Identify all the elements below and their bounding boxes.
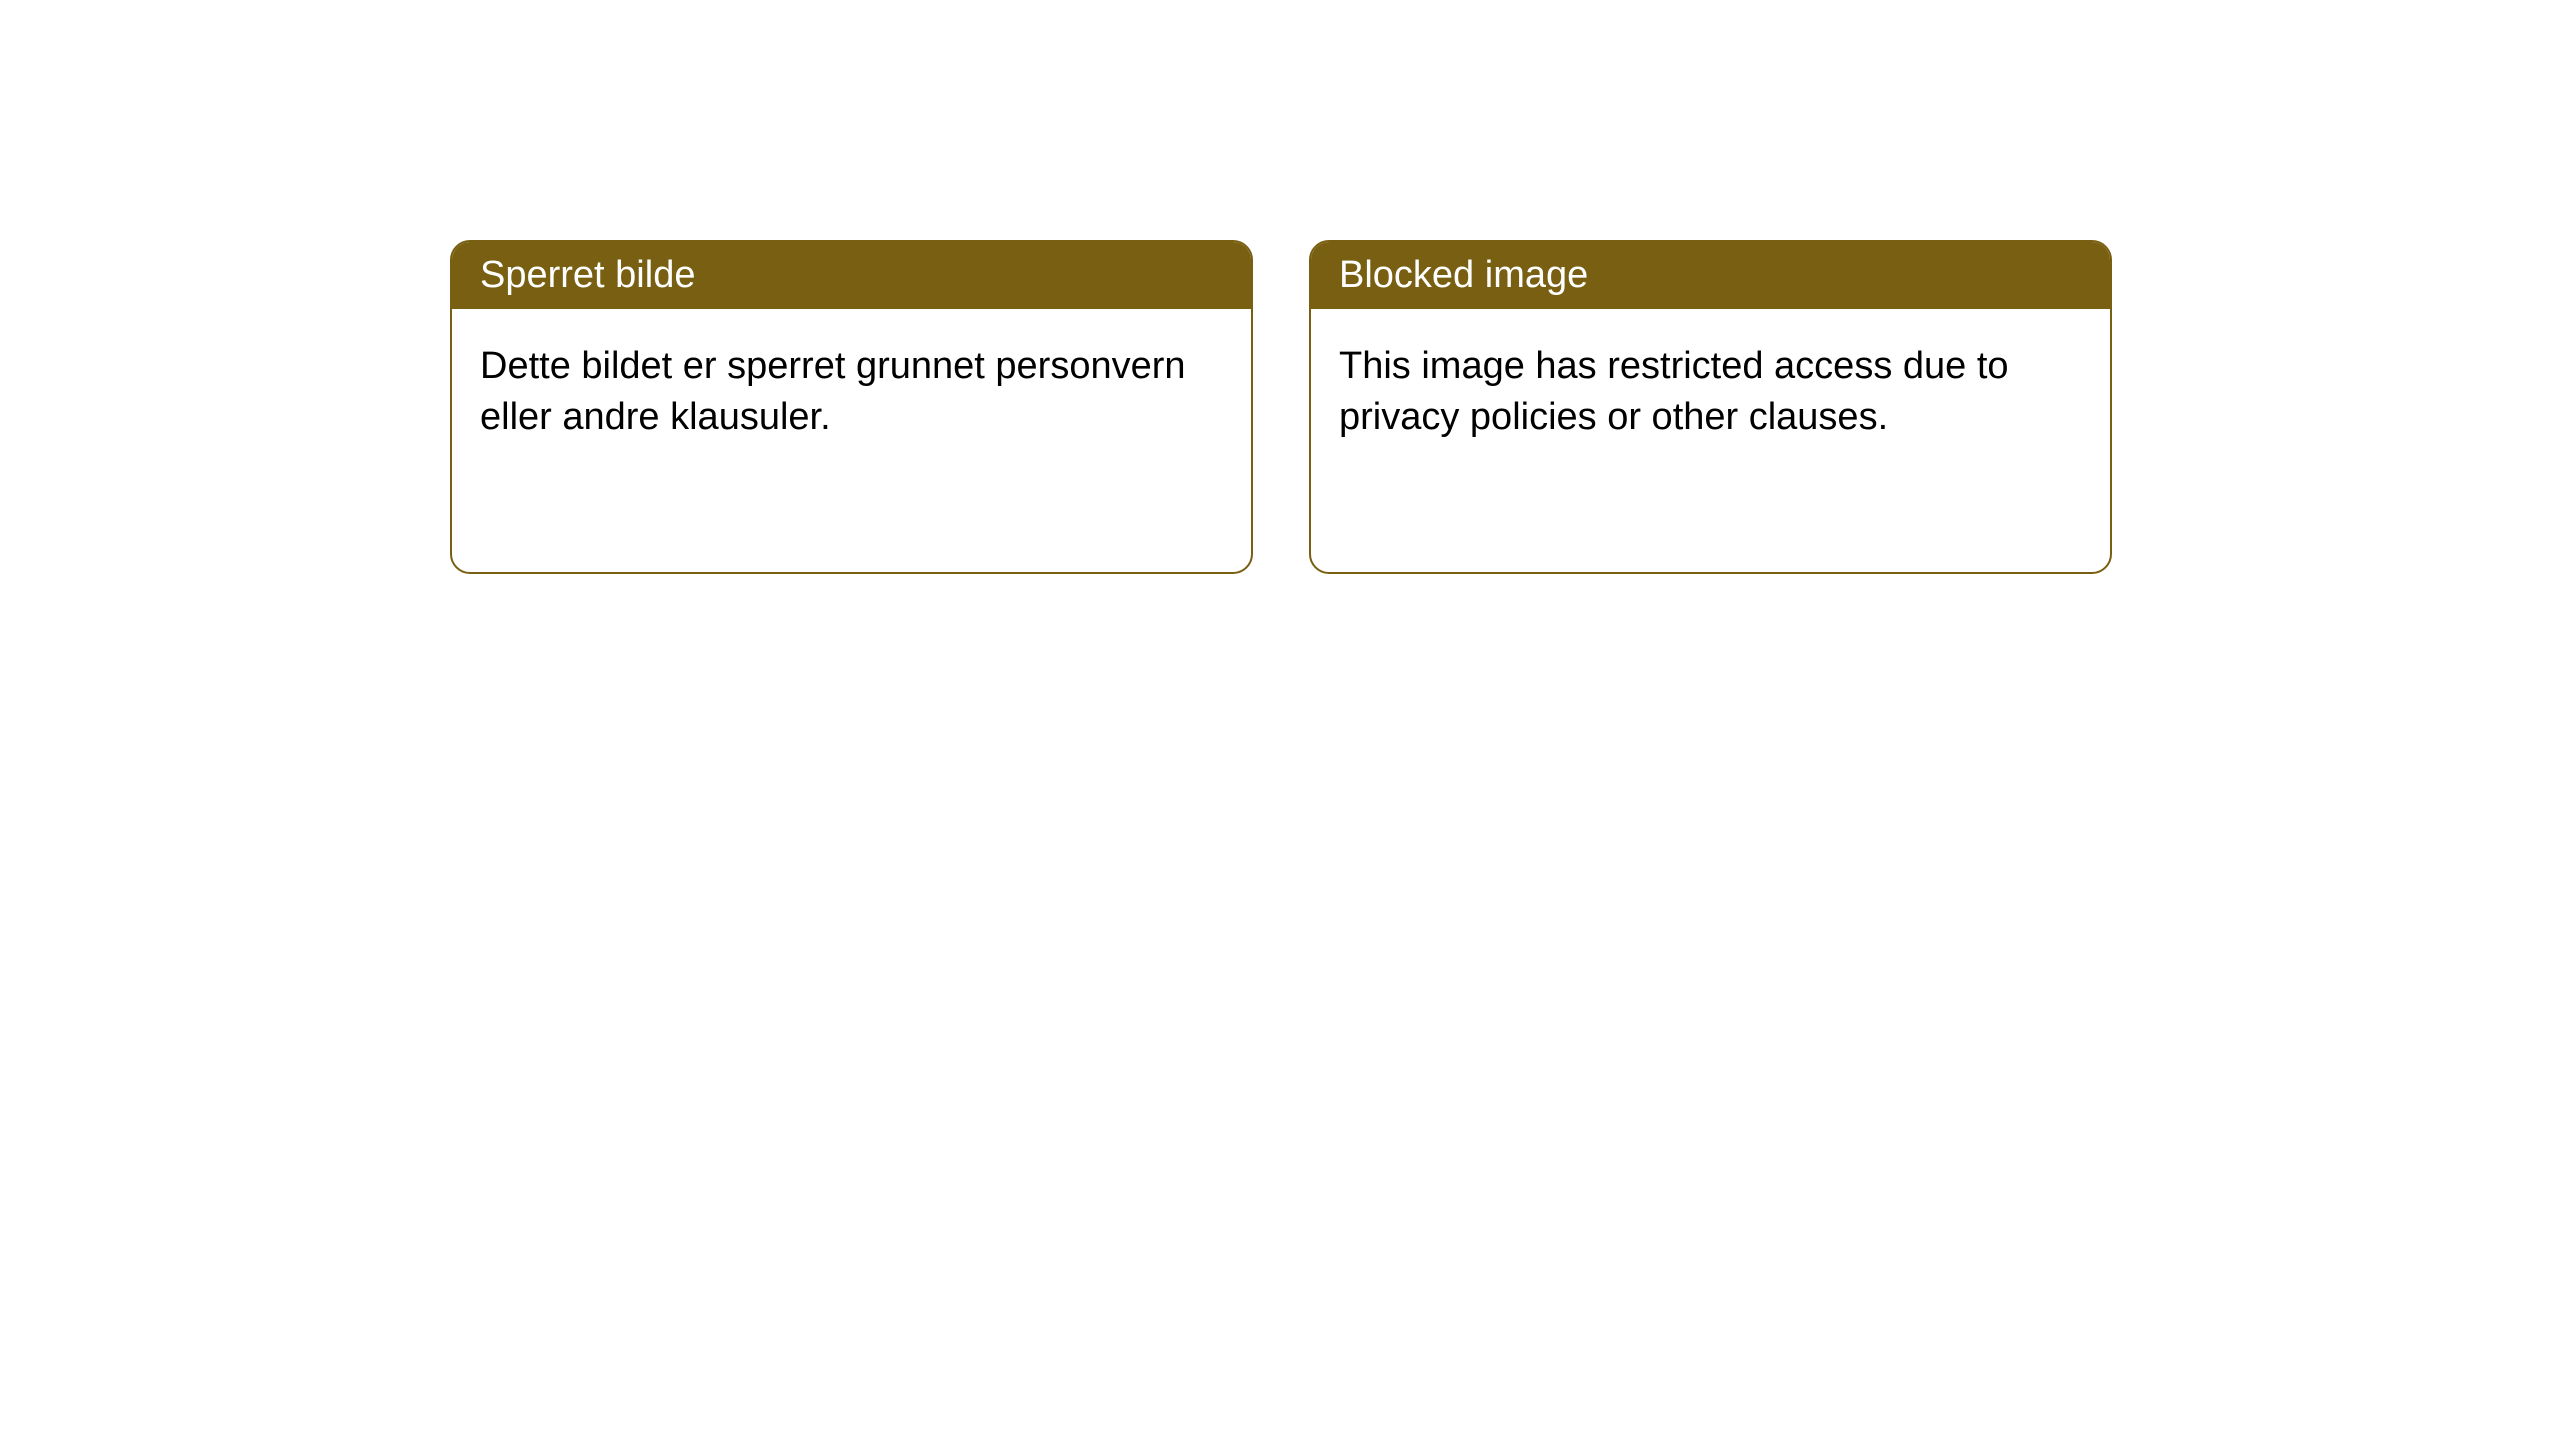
notice-container: Sperret bilde Dette bildet er sperret gr… — [0, 0, 2560, 574]
notice-header: Blocked image — [1311, 242, 2110, 309]
notice-body: This image has restricted access due to … — [1311, 309, 2110, 476]
notice-title-text: Sperret bilde — [480, 254, 695, 296]
notice-card-norwegian: Sperret bilde Dette bildet er sperret gr… — [450, 240, 1253, 574]
notice-message-text: This image has restricted access due to … — [1339, 345, 2009, 438]
notice-header: Sperret bilde — [452, 242, 1251, 309]
notice-body: Dette bildet er sperret grunnet personve… — [452, 309, 1251, 476]
notice-title-text: Blocked image — [1339, 254, 1588, 296]
notice-card-english: Blocked image This image has restricted … — [1309, 240, 2112, 574]
notice-message-text: Dette bildet er sperret grunnet personve… — [480, 345, 1186, 438]
